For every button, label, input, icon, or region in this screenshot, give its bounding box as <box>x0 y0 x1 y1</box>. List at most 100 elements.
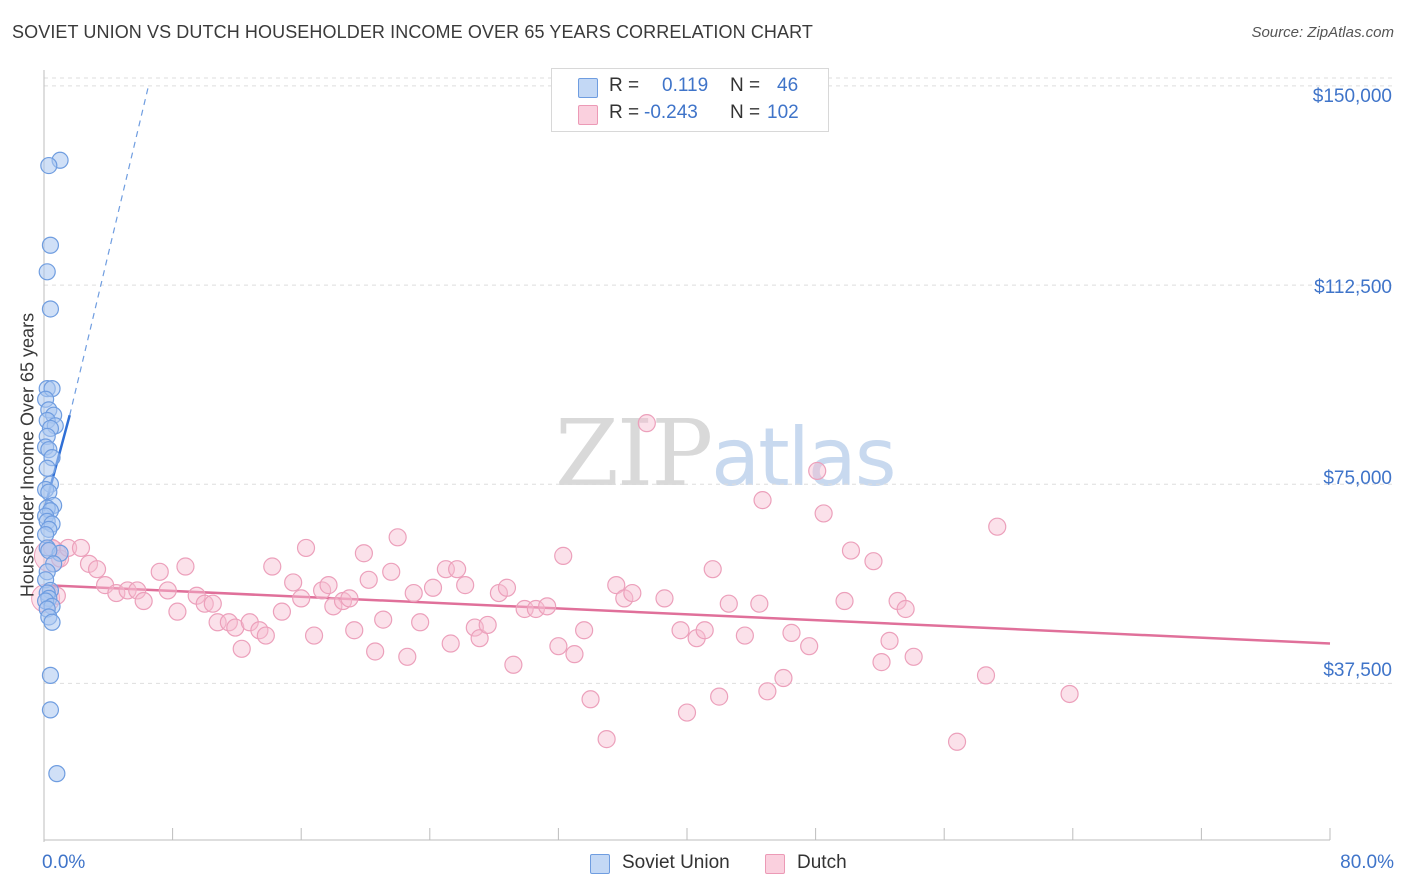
point-dutch <box>774 668 793 688</box>
point-dutch <box>864 552 883 571</box>
point-dutch <box>345 621 364 640</box>
point-dutch <box>623 583 642 603</box>
point-dutch <box>835 591 854 611</box>
point-dutch <box>340 589 359 608</box>
point-dutch <box>382 562 401 581</box>
point-dutch <box>671 621 690 640</box>
point-dutch <box>324 597 343 616</box>
point-dutch <box>695 621 714 640</box>
point-dutch <box>354 544 373 563</box>
point-dutch <box>478 615 497 635</box>
y-tick-label-75000: $75,000 <box>1323 468 1392 489</box>
point-dutch <box>677 703 697 722</box>
point-dutch <box>581 690 600 709</box>
point-dutch <box>441 634 460 653</box>
point-soviet-union <box>38 263 56 281</box>
trend-lines <box>42 85 1331 645</box>
point-dutch <box>398 647 417 666</box>
point-dutch <box>150 562 169 581</box>
point-dutch <box>256 626 275 645</box>
legend-r-label: R = <box>609 75 640 96</box>
point-dutch <box>423 578 443 597</box>
point-dutch <box>158 581 177 600</box>
point-dutch <box>538 597 557 616</box>
point-dutch <box>554 546 573 565</box>
point-dutch <box>808 461 827 481</box>
point-dutch <box>284 573 303 592</box>
point-dutch <box>896 599 915 619</box>
x-min-label: 0.0% <box>42 852 86 873</box>
point-dutch <box>232 639 251 658</box>
point-dutch <box>549 637 568 656</box>
watermark-atlas: atlas <box>711 411 896 504</box>
legend-swatch-dutch <box>578 105 598 125</box>
point-dutch <box>107 583 126 603</box>
bottom-legend-swatch-dutch <box>765 854 785 874</box>
y-tick-label-112500: $112,500 <box>1314 277 1392 298</box>
point-dutch <box>359 570 378 589</box>
point-dutch <box>497 578 517 597</box>
point-soviet-union <box>38 459 56 477</box>
point-dutch <box>118 581 137 600</box>
point-soviet-union <box>41 300 60 318</box>
point-dutch <box>296 538 316 558</box>
point-dutch <box>456 576 475 595</box>
point-dutch <box>203 594 222 613</box>
point-dutch <box>753 491 772 510</box>
point-dutch <box>504 655 523 674</box>
legend-swatch-soviet-union <box>578 78 598 98</box>
bottom-legend-label-dutch: Dutch <box>797 852 847 873</box>
point-dutch <box>366 642 385 661</box>
point-dutch <box>87 560 107 579</box>
legend-r-value-soviet-union: 0.119 <box>662 75 709 96</box>
point-dutch <box>272 602 292 621</box>
point-dutch <box>814 504 833 523</box>
point-dutch <box>597 730 616 749</box>
axes <box>43 70 1331 842</box>
point-dutch <box>263 557 282 576</box>
point-dutch <box>411 613 430 632</box>
point-dutch <box>800 637 819 656</box>
y-tick-label-37500: $37,500 <box>1323 660 1392 681</box>
point-soviet-union <box>48 765 66 783</box>
data-points <box>31 151 1079 783</box>
gridlines <box>44 77 1396 684</box>
point-dutch <box>292 589 311 608</box>
point-dutch <box>176 557 195 576</box>
point-dutch <box>374 610 393 629</box>
point-soviet-union <box>43 613 61 631</box>
point-dutch <box>575 621 594 640</box>
legend-r-label: R = <box>609 102 640 123</box>
point-dutch <box>735 626 754 645</box>
point-dutch <box>880 631 899 650</box>
correlation-legend: R = 0.119 N = 46 R = -0.243 N = 102 <box>551 68 829 132</box>
legend-n-value-dutch: 102 <box>767 102 799 123</box>
point-dutch <box>947 732 967 751</box>
point-dutch <box>565 645 584 664</box>
bottom-legend-label-soviet-union: Soviet Union <box>622 852 730 873</box>
point-dutch <box>655 589 674 608</box>
point-dutch <box>128 581 147 600</box>
point-dutch <box>319 576 338 595</box>
point-dutch <box>988 517 1007 536</box>
source-credit: Source: ZipAtlas.com <box>1251 24 1394 41</box>
y-axis-title: Householder Income Over 65 years <box>17 312 38 598</box>
watermark-zip: ZIP <box>555 400 713 507</box>
point-dutch <box>388 528 407 547</box>
point-dutch <box>304 626 324 645</box>
trend-soviet-union-extension <box>69 85 150 416</box>
point-dutch <box>782 623 801 642</box>
point-soviet-union <box>41 701 60 719</box>
point-dutch <box>758 682 777 701</box>
point-dutch <box>872 653 891 672</box>
point-dutch <box>637 414 656 433</box>
watermark: ZIPatlas <box>555 400 897 507</box>
point-dutch <box>470 629 489 648</box>
point-dutch <box>404 583 423 603</box>
point-soviet-union <box>41 236 60 254</box>
trend-dutch <box>43 583 1331 645</box>
legend-row-soviet-union: R = 0.119 N = 46 <box>552 74 828 100</box>
point-dutch <box>1060 684 1079 704</box>
point-dutch <box>841 541 861 560</box>
